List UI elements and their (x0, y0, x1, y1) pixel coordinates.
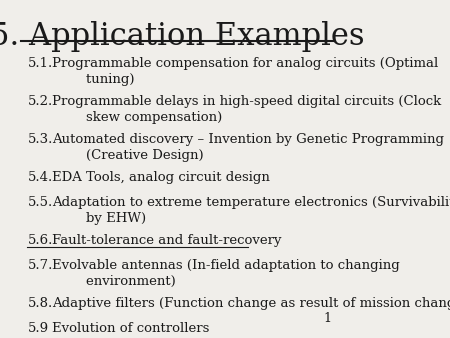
Text: Adaptive filters (Function change as result of mission change): Adaptive filters (Function change as res… (52, 297, 450, 310)
Text: Evolution of controllers: Evolution of controllers (52, 321, 209, 335)
Text: 5.7.: 5.7. (27, 259, 53, 272)
Text: 1: 1 (323, 312, 331, 325)
Text: 5. Application Examples: 5. Application Examples (0, 21, 365, 52)
Text: 5.9: 5.9 (27, 321, 49, 335)
Text: 5.1.: 5.1. (27, 57, 53, 71)
Text: Programmable delays in high-speed digital circuits (Clock
        skew compensat: Programmable delays in high-speed digita… (52, 95, 441, 124)
Text: Adaptation to extreme temperature electronics (Survivability
        by EHW): Adaptation to extreme temperature electr… (52, 196, 450, 225)
Text: Evolvable antennas (In-field adaptation to changing
        environment): Evolvable antennas (In-field adaptation … (52, 259, 400, 288)
Text: Programmable compensation for analog circuits (Optimal
        tuning): Programmable compensation for analog cir… (52, 57, 438, 87)
Text: 5.3.: 5.3. (27, 134, 53, 146)
Text: Automated discovery – Invention by Genetic Programming
        (Creative Design): Automated discovery – Invention by Genet… (52, 134, 444, 162)
Text: 5.4.: 5.4. (27, 171, 53, 184)
Text: Fault-tolerance and fault-recovery: Fault-tolerance and fault-recovery (52, 234, 281, 247)
Text: EDA Tools, analog circuit design: EDA Tools, analog circuit design (52, 171, 270, 184)
Text: 5.6.: 5.6. (27, 234, 53, 247)
Text: 5.5.: 5.5. (27, 196, 53, 209)
Text: 5.8.: 5.8. (27, 297, 53, 310)
Text: 5.2.: 5.2. (27, 95, 53, 108)
